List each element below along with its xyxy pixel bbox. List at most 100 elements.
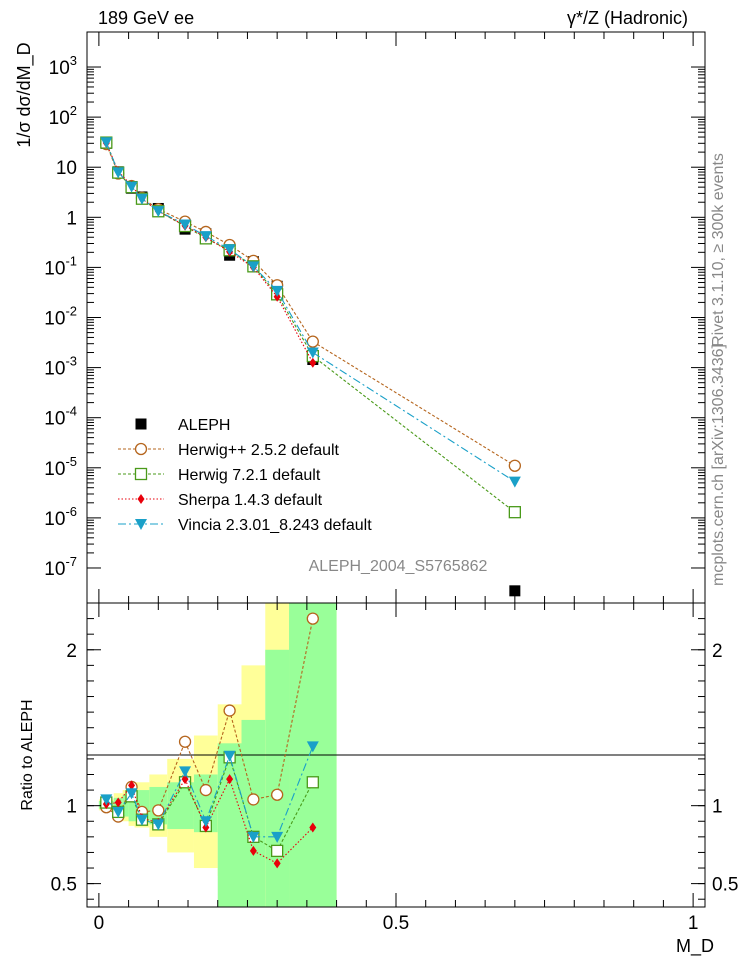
data-point — [199, 231, 212, 243]
legend-marker — [137, 494, 145, 504]
ratio-data-point — [100, 794, 113, 806]
ratio-panel-series — [100, 612, 319, 869]
legend-label: ALEPH — [178, 417, 230, 434]
series-herwig-7-2-1-default — [100, 136, 521, 519]
analysis-id-label: ALEPH_2004_S5765862 — [309, 558, 488, 575]
data-point — [112, 167, 125, 179]
main-y-axis-label: 1/σ dσ/dM_D — [14, 42, 35, 147]
data-point — [509, 585, 521, 597]
legend-label: Sherpa 1.4.3 default — [178, 492, 323, 509]
legend-marker — [135, 519, 147, 530]
series-line — [105, 142, 516, 483]
ratio-data-point — [114, 797, 122, 808]
ratio-data-point — [152, 819, 165, 831]
legend-marker — [134, 442, 148, 456]
ratio-data-point — [247, 831, 260, 843]
data-point — [271, 285, 284, 297]
legend-item: Sherpa 1.4.3 default — [118, 492, 323, 509]
green-band — [122, 794, 129, 817]
main-y-tick-label: 10 — [56, 158, 77, 179]
legend-label: Herwig 7.2.1 default — [178, 467, 321, 484]
ratio-data-point — [223, 750, 236, 762]
green-band — [241, 719, 266, 907]
ratio-panel-frame — [86, 602, 706, 908]
ratio-data-point — [306, 612, 319, 625]
series-sherpa-1-4-3-default — [102, 137, 317, 368]
ratio-data-point — [271, 788, 284, 801]
main-y-tick-label: 102 — [49, 103, 77, 129]
ratio-data-point — [271, 831, 284, 843]
ratio-data-point — [179, 766, 192, 778]
main-y-tick-label: 10-5 — [44, 454, 77, 480]
data-point — [223, 244, 236, 256]
data-point — [508, 476, 521, 488]
ratio-series-line — [105, 755, 314, 852]
data-point — [152, 206, 165, 218]
ratio-data-point — [309, 822, 317, 833]
data-point — [508, 506, 521, 519]
ratio-data-point — [306, 776, 319, 789]
main-y-tick-label: 103 — [49, 53, 77, 79]
ratio-y-tick-label-right: 2 — [712, 641, 723, 662]
legend-item: Herwig 7.2.1 default — [118, 467, 321, 484]
data-point — [309, 357, 317, 368]
main-y-tick-label: 10-7 — [44, 554, 77, 580]
x-tick-label: 0.5 — [383, 913, 409, 934]
ratio-data-point — [112, 806, 125, 818]
main-y-tick-label: 10-3 — [44, 354, 77, 380]
ratio-data-point — [178, 735, 192, 748]
header-right-label: γ*/Z (Hadronic) — [567, 8, 688, 28]
legend-label: Herwig++ 2.5.2 default — [178, 442, 340, 459]
data-point — [508, 459, 521, 472]
main-y-tick-label: 1 — [66, 208, 77, 229]
main-panel-series — [100, 136, 521, 597]
main-y-tick-label: 10-2 — [44, 304, 77, 330]
ratio-data-point — [152, 804, 165, 817]
x-axis-label: M_D — [676, 936, 714, 957]
main-y-axis-label-text: 1/σ dσ/dM_D — [14, 42, 35, 147]
ratio-y-axis-label: Ratio to ALEPH — [19, 699, 36, 810]
green-band — [128, 790, 135, 822]
main-y-tick-label: 10-1 — [44, 253, 77, 279]
ratio-y-tick-label: 1 — [66, 797, 77, 818]
ratio-data-point — [226, 774, 234, 785]
header-left-label: 189 GeV ee — [98, 8, 194, 28]
data-point — [125, 181, 138, 193]
series-vincia-2-3-01-8-243-default — [100, 137, 521, 488]
ratio-panel-axes: 0.5 0.5 1 1 2 2 0 0.5 1 — [51, 603, 738, 934]
series-herwig-2-5-2-default — [100, 137, 521, 472]
ratio-series-vincia-2-3-01-8-243-default — [100, 741, 319, 843]
ratio-data-point — [125, 788, 138, 800]
legend-item: Vincia 2.3.01_8.243 default — [118, 517, 372, 534]
legend-marker — [134, 467, 148, 481]
ratio-data-point — [271, 844, 284, 858]
data-point — [100, 137, 113, 149]
ratio-data-point — [128, 780, 136, 791]
ratio-data-point — [273, 858, 281, 869]
x-tick-label: 0 — [94, 913, 105, 934]
ratio-data-point — [249, 845, 257, 856]
ratio-y-tick-label: 0.5 — [51, 875, 77, 896]
ratio-y-tick-label: 2 — [66, 641, 77, 662]
ratio-data-point — [223, 704, 236, 717]
ratio-data-point — [306, 741, 319, 753]
data-point — [306, 335, 319, 348]
ratio-data-point — [247, 793, 260, 806]
legend-label: Vincia 2.3.01_8.243 default — [178, 517, 372, 534]
ratio-data-point — [199, 816, 212, 828]
data-point — [135, 193, 148, 205]
green-band — [217, 743, 242, 907]
legend-item: Herwig++ 2.5.2 default — [118, 442, 340, 459]
main-y-tick-label: 10-4 — [44, 404, 77, 430]
x-tick-label: 1 — [688, 913, 699, 934]
series-line — [105, 142, 516, 513]
mcplots-label: mcplots.cern.ch [arXiv:1306.3436] — [710, 344, 727, 586]
green-band — [265, 649, 290, 907]
legend-item: ALEPH — [135, 417, 230, 434]
data-point — [306, 347, 319, 359]
data-point — [179, 219, 192, 231]
series-line — [105, 142, 314, 364]
legend: ALEPH Herwig++ 2.5.2 default Herwig 7.2.1 … — [118, 417, 372, 534]
ratio-data-point — [135, 814, 148, 826]
